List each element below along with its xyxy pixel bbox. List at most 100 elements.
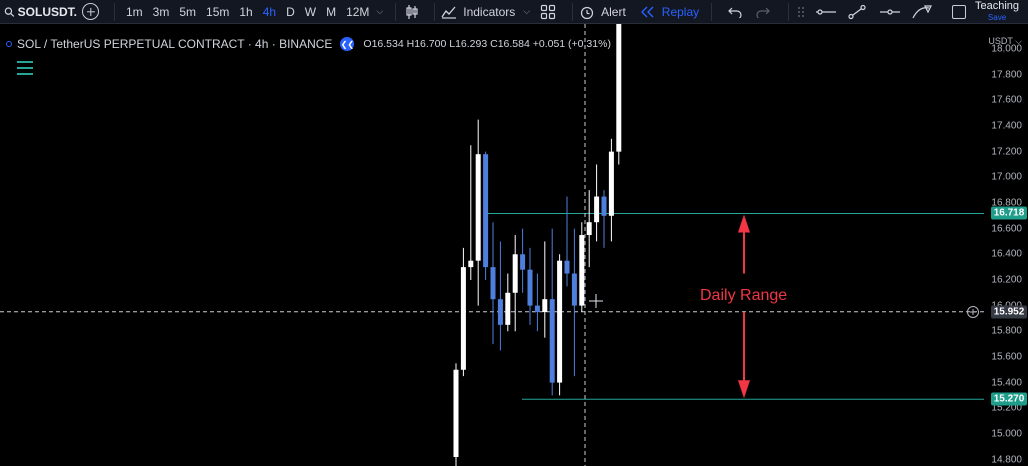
legend-ohlc: O16.534 H16.700 L16.293 C16.584 +0.051 (… [363, 38, 611, 50]
price-tick-label: 15.600 [991, 351, 1022, 363]
teaching-button[interactable]: Teaching Save [940, 0, 1028, 24]
divider [572, 2, 574, 21]
alert-label: Alert [601, 4, 626, 19]
symbol-label: SOLUSDT. [17, 4, 77, 19]
divider [114, 2, 115, 21]
indicators-label: Indicators [463, 4, 516, 19]
price-tick-label: 16.800 [991, 197, 1022, 209]
price-tag-upper: 16.718 [991, 206, 1027, 220]
symbol-search[interactable]: SOLUSDT. [0, 5, 77, 19]
candle-body [594, 196, 600, 223]
divider [711, 2, 713, 21]
candle-body [616, 24, 622, 152]
interval-w[interactable]: W [304, 4, 317, 19]
price-tick-label: 17.200 [991, 146, 1022, 158]
price-axis[interactable]: USDT ⌵ 18.000 17.800 17.600 17.400 17.200 17.… [984, 24, 1028, 466]
interval-1m[interactable]: 1m [126, 4, 143, 19]
drag-handle-icon[interactable] [797, 5, 805, 19]
range-arrow-up-head [738, 214, 750, 233]
ray-tool-icon[interactable] [879, 5, 901, 19]
price-tick-label: 16.400 [991, 248, 1022, 260]
price-tick-label: 15.000 [991, 428, 1022, 440]
legend-title[interactable]: SOL / TetherUS PERPETUAL CONTRACT · 4h ·… [17, 37, 333, 51]
candle-body [453, 369, 459, 457]
checkbox-icon [952, 5, 966, 19]
interval-5m[interactable]: 5m [179, 4, 197, 19]
candle-body [497, 299, 503, 325]
divider [788, 2, 790, 21]
trend-line-tool-icon[interactable] [847, 4, 867, 20]
currency-selector[interactable]: USDT ⌵ [988, 36, 1022, 46]
teaching-text: Teaching Save [975, 1, 1019, 23]
price-tick-label: 15.200 [991, 402, 1022, 414]
redo-icon[interactable] [756, 6, 771, 18]
interval-1h[interactable]: 1h [239, 4, 253, 19]
divider [395, 2, 397, 21]
daily-range-label: Daily Range [700, 287, 788, 304]
indicators-button[interactable]: Indicators [441, 5, 515, 19]
candle-body [542, 299, 548, 313]
candle-body [549, 299, 555, 383]
interval-15m[interactable]: 15m [206, 4, 230, 19]
price-tick-label: 16.600 [991, 223, 1022, 235]
currency-label: USDT [988, 36, 1013, 46]
alarm-clock-icon [581, 6, 594, 19]
symbol-dot-icon [6, 41, 12, 47]
candle-body [564, 260, 570, 274]
alert-button[interactable]: Alert [579, 4, 626, 20]
interval-m[interactable]: M [326, 4, 337, 19]
indicator-stack-icon[interactable] [17, 61, 33, 79]
candle-body [483, 154, 489, 268]
candle-body [579, 235, 585, 306]
candle-body [586, 222, 592, 236]
price-tick-label: 14.800 [991, 454, 1022, 466]
price-tag-crosshair: 15.952 [991, 305, 1027, 319]
candles-icon[interactable] [404, 4, 420, 20]
candle-body [557, 260, 563, 383]
candle-body [608, 151, 614, 216]
candle-body [468, 260, 474, 268]
candle-body [490, 267, 496, 300]
interval-12m[interactable]: 12M [346, 4, 370, 19]
interval-d[interactable]: D [286, 4, 295, 19]
replay-label: Replay [661, 4, 700, 19]
replay-button[interactable]: Replay [640, 5, 699, 19]
price-tick-label: 15.400 [991, 377, 1022, 389]
price-tick-label: 17.800 [991, 69, 1022, 81]
price-tick-label: 17.600 [991, 94, 1022, 106]
candle-body [534, 305, 540, 313]
price-tick-label: 17.000 [991, 171, 1022, 183]
indicators-icon [441, 6, 457, 19]
interval-3m[interactable]: 3m [152, 4, 170, 19]
candle-body [460, 267, 466, 370]
candle-body [601, 196, 607, 216]
candle-body [571, 273, 577, 306]
price-tick-label: 16.200 [991, 274, 1022, 286]
undo-icon[interactable] [728, 6, 742, 18]
price-tick-label: 18.000 [991, 43, 1022, 55]
price-tick-label: 15.800 [991, 325, 1022, 337]
chart-legend: SOL / TetherUS PERPETUAL CONTRACT · 4h ·… [6, 36, 611, 52]
horizontal-line-tool-icon[interactable] [815, 5, 837, 19]
interval-4h[interactable]: 4h [262, 4, 277, 19]
chevron-down-icon[interactable]: ⌵ [523, 6, 531, 16]
teaching-label: Teaching [975, 0, 1020, 12]
top-toolbar: SOLUSDT. 1m 3m 5m 15m 1h 4h D W M 12M ⌵ … [0, 0, 1028, 24]
collapse-legend-icon[interactable]: ❮❮ [340, 37, 355, 51]
search-icon [4, 6, 15, 17]
candle-body [527, 269, 533, 306]
candle-body [520, 254, 526, 270]
teaching-sub-label: Save [987, 13, 1007, 22]
candle-body [512, 254, 518, 293]
compare-add-icon[interactable] [82, 3, 99, 20]
brush-tool-icon[interactable] [911, 4, 933, 20]
candle-body [475, 154, 481, 261]
price-tick-label: 17.400 [991, 120, 1022, 132]
chevron-down-icon[interactable]: ⌵ [376, 6, 384, 16]
add-alert-plus-icon[interactable] [967, 305, 979, 318]
templates-grid-icon[interactable] [540, 4, 556, 20]
candle-body [505, 292, 511, 325]
price-chart[interactable] [0, 24, 1028, 466]
replay-icon [640, 6, 654, 17]
range-arrow-down-head [738, 380, 750, 399]
